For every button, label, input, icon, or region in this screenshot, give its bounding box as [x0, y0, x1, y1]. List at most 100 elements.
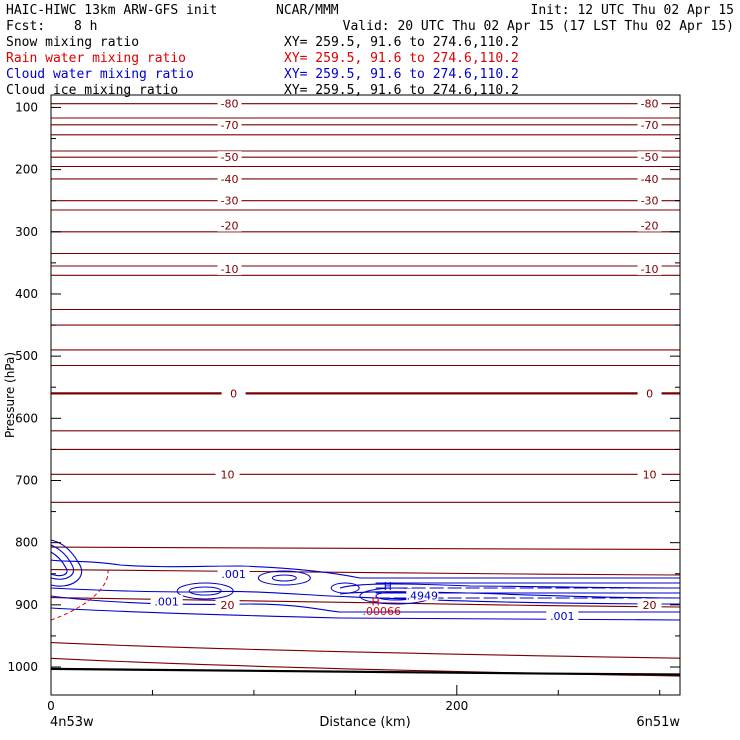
x-tick-label: 200 [445, 699, 468, 713]
cloud-water-label-bg [406, 588, 439, 601]
cloud-water-label: .001 [550, 610, 575, 623]
isotherm-label-bg [217, 172, 242, 185]
plot-frame [50, 94, 681, 696]
field-xy-cloud-ice: XY= 259.5, 91.6 to 274.6,110.2 [284, 83, 519, 98]
isotherm-label-bg [637, 97, 662, 110]
cloud-water-contour [50, 544, 74, 580]
field-xy-snow: XY= 259.5, 91.6 to 274.6,110.2 [284, 35, 519, 50]
y-tick-label: 800 [15, 536, 38, 550]
isotherm-label-left: 20 [221, 599, 235, 612]
field-name-rain: Rain water mixing ratio [6, 51, 186, 66]
y-tick-label: 1000 [7, 660, 38, 674]
isotherm-label-right: -40 [641, 173, 659, 186]
isotherm-label-bg [637, 468, 662, 481]
isotherm-label-right: -30 [641, 195, 659, 208]
institution-label: NCAR/MMM [276, 3, 339, 18]
isotherm-label-bg [217, 263, 242, 276]
isotherm-label-left: -10 [221, 263, 239, 276]
isotherm-label-left: -20 [221, 220, 239, 233]
isotherm-label-right: -70 [641, 119, 659, 132]
isotherm-line [50, 569, 681, 576]
isotherm-label-bg [217, 194, 242, 207]
cloud-water-label-bg [217, 566, 250, 579]
isotherm-line [50, 546, 681, 550]
cloud-water-label: .001 [154, 596, 179, 609]
cloud-water-contour [50, 607, 681, 621]
y-tick-label: 600 [15, 411, 38, 425]
rain-max-marker: H [372, 596, 380, 609]
init-time: Init: 12 UTC Thu 02 Apr 15 [531, 3, 735, 18]
cloud-water-label: .4949 [407, 590, 439, 603]
rain-water-label: .00066 [362, 605, 401, 618]
isotherm-label-right: 10 [643, 468, 657, 481]
isotherm-label-bg [221, 387, 246, 400]
isotherm-label-right: -10 [641, 263, 659, 276]
contour-labels: -80 -80 -70 -70 -50 -50 -40 -40 -30 -30 -20 -20 -10 -… [150, 97, 662, 623]
isotherm-label-bg [637, 219, 662, 232]
isotherm-label-left: -40 [221, 173, 239, 186]
field-xy-rain: XY= 259.5, 91.6 to 274.6,110.2 [284, 51, 519, 66]
isotherm-label-left: -80 [221, 98, 239, 111]
y-tick-label: 400 [15, 287, 38, 301]
cloud-water-contour [50, 587, 681, 605]
y-tick-label: 900 [15, 598, 38, 612]
field-name-cloud-water: Cloud water mixing ratio [6, 67, 194, 82]
isotherm-label-left: 10 [221, 468, 235, 481]
isotherm-label-bg [637, 151, 662, 164]
cloud-water-label-bg [150, 594, 183, 607]
isotherm-label-bg [215, 468, 240, 481]
field-name-cloud-ice: Cloud ice mixing ratio [6, 83, 178, 98]
isotherm-label-left: -30 [221, 195, 239, 208]
isotherm-label-right: -50 [641, 151, 659, 164]
left-endpoint-label: 4n53w [50, 715, 94, 730]
cloud-water-contour [50, 551, 68, 577]
isotherm-label-bg [217, 151, 242, 164]
isotherm-label-bg [637, 263, 662, 276]
cloud-water-max-marker: H [384, 580, 392, 593]
isotherm-label-right: -80 [641, 98, 659, 111]
isotherm-label-right: -20 [641, 220, 659, 233]
isotherm-label-left: 0 [230, 387, 237, 400]
cloud-water-cell [257, 570, 311, 586]
isotherm-label-bg [637, 598, 662, 611]
isotherm-label-bg [637, 172, 662, 185]
rain-water-contour [50, 569, 109, 621]
cloud-water-contours [50, 539, 681, 621]
x-axis-label: Distance (km) [319, 715, 410, 730]
isotherm-label-right: 0 [646, 387, 653, 400]
isotherm-label-right: 20 [643, 599, 657, 612]
forecast-hours: 8 h [74, 19, 97, 34]
x-tick-label: 0 [47, 699, 55, 713]
field-name-snow: Snow mixing ratio [6, 35, 139, 50]
isotherm-label-bg [217, 118, 242, 131]
cloud-water-contour [50, 559, 680, 579]
cloud-water-label-bg [546, 609, 579, 622]
cloud-water-label: .001 [221, 568, 246, 581]
cloud-water-cell [330, 582, 360, 594]
y-axis-label: Pressure (hPa) [3, 352, 17, 438]
isotherm-label-bg [217, 219, 242, 232]
isotherm-label-left: -70 [221, 119, 239, 132]
isotherm-label-bg [637, 387, 662, 400]
cloud-water-cell [176, 582, 234, 600]
field-xy-cloud-water: XY= 259.5, 91.6 to 274.6,110.2 [284, 67, 519, 82]
y-tick-label: 300 [15, 225, 38, 239]
y-tick-label: 100 [15, 100, 38, 114]
isotherm-label-bg [637, 118, 662, 131]
isotherm-line [50, 642, 681, 659]
cloud-water-cell [188, 586, 222, 596]
y-tick-label: 700 [15, 473, 38, 487]
isotherm-label-bg [217, 97, 242, 110]
valid-time: Valid: 20 UTC Thu 02 Apr 15 (17 LST Thu … [343, 19, 734, 34]
rain-water-contours [50, 569, 109, 621]
isotherm-label-bg [215, 598, 240, 611]
isotherm-lines [50, 94, 681, 677]
isotherm-label-bg [637, 194, 662, 207]
isotherm-label-left: -50 [221, 151, 239, 164]
y-tick-label: 200 [15, 163, 38, 177]
y-tick-label: 500 [15, 349, 38, 363]
cloud-water-cell [271, 574, 297, 582]
ground-surface [50, 667, 681, 676]
